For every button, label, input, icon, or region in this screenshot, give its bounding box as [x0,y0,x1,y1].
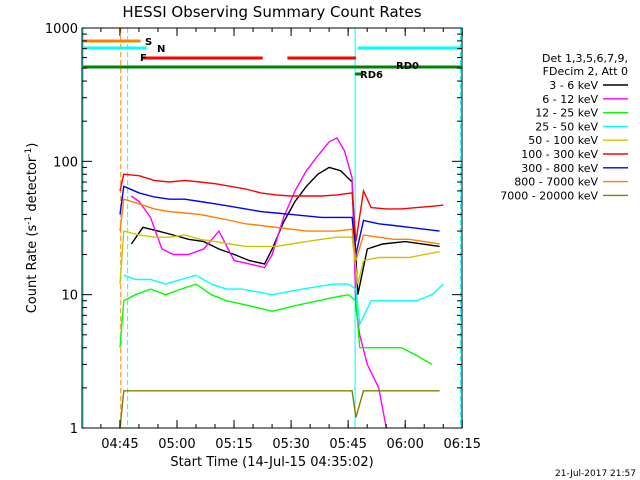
legend-label: 25 - 50 keV [535,120,598,133]
series-line [119,185,440,255]
legend-label: 800 - 7000 keV [514,176,598,189]
series-line [119,283,433,366]
legend-label: 300 - 800 keV [521,162,598,175]
chart-title: HESSI Observing Summary Count Rates [122,3,421,21]
series-line [130,166,440,295]
x-tick-label: 04:45 [101,437,138,452]
x-axis: 04:45 05:00 05:15 05:30 05:45 06:00 06:15 [100,28,481,452]
y-tick-label: 100 [53,155,78,170]
timestamp: 21-Jul-2017 21:57 [555,469,636,479]
legend-header: FDecim 2, Att 0 [543,65,628,78]
series-line [119,173,444,242]
y-axis-label-main: Count Rate (s [25,225,40,314]
plot-area: SNF RD6 RD0 [82,28,462,429]
legend-label: 3 - 6 keV [549,79,598,92]
legend-label: 12 - 25 keV [535,107,598,120]
x-tick-label: 05:30 [272,437,309,452]
x-tick-label: 06:15 [444,437,481,452]
plot-frame [81,27,463,429]
y-axis-label-end: ) [25,143,40,148]
x-tick-label: 05:45 [329,437,366,452]
y-axis-label-sup2: -1 [24,148,34,157]
legend-label: 7000 - 20000 keV [500,189,598,202]
x-tick-label: 06:00 [386,437,423,452]
series-line [119,230,440,285]
status-marker-label: N [157,44,165,55]
series-line [119,198,440,261]
status-marker-label: RD0 [396,61,419,72]
legend: Det 1,3,5,6,7,9,FDecim 2, Att 03 - 6 keV… [500,52,628,202]
series-line [123,274,444,327]
x-axis-label: Start Time (14-Jul-15 04:35:02) [170,455,373,470]
x-tick-label: 05:00 [158,437,195,452]
y-tick-label: 1000 [45,22,78,37]
legend-label: 6 - 12 keV [542,93,598,106]
legend-label: 100 - 300 keV [521,148,598,161]
status-marker-label: F [140,53,147,64]
series-line [119,390,440,429]
legend-header: Det 1,3,5,6,7,9, [542,52,628,65]
status-marker-label: S [145,37,152,48]
status-marker-label: RD6 [360,70,383,81]
y-tick-label: 1 [70,422,78,437]
y-axis-label: Count Rate (s-1 detector-1) [24,143,40,314]
y-axis: 1 10 100 1000 [45,22,462,437]
x-tick-label: 05:15 [215,437,252,452]
y-axis-label-mid: detector [25,156,40,216]
y-tick-label: 10 [61,289,78,304]
y-axis-label-sup1: -1 [24,216,34,225]
legend-label: 50 - 100 keV [528,134,598,147]
